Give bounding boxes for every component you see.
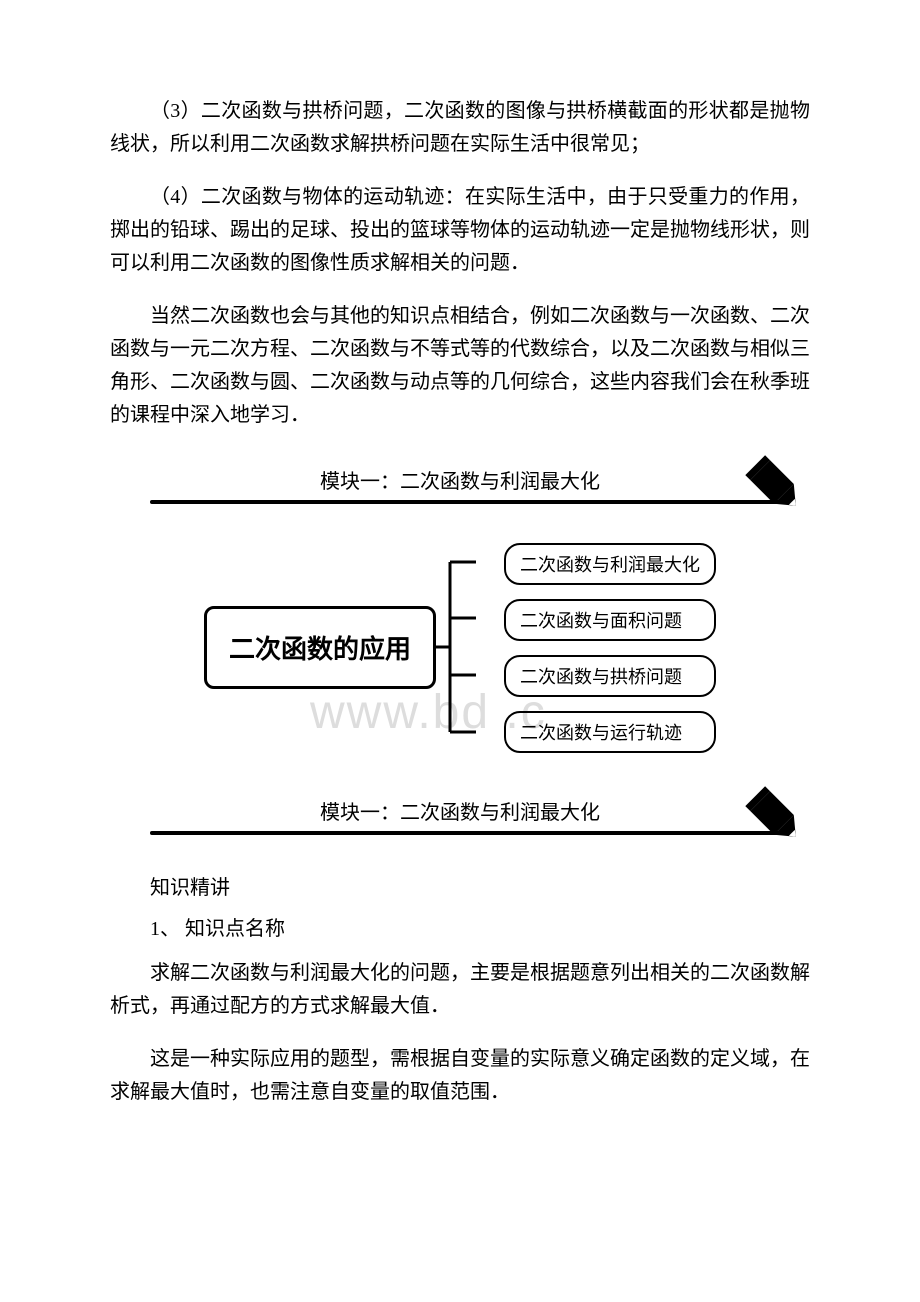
diagram-branch-2: 二次函数与面积问题 xyxy=(504,599,716,641)
body-paragraph-1: 求解二次函数与利润最大化的问题，主要是根据题意列出相关的二次函数解析式，再通过配… xyxy=(110,957,810,1023)
pencil-icon xyxy=(740,450,810,520)
diagram-branch-4: 二次函数与运行轨迹 xyxy=(504,711,716,753)
diagram-branch-1: 二次函数与利润最大化 xyxy=(504,543,716,585)
diagram-branch-3: 二次函数与拱桥问题 xyxy=(504,655,716,697)
knowledge-point-label: 1、 知识点名称 xyxy=(110,912,810,941)
pencil-icon xyxy=(740,781,810,851)
body-paragraph-2: 这是一种实际应用的题型，需根据自变量的实际意义确定函数的定义域，在求解最大值时，… xyxy=(110,1043,810,1109)
concept-diagram: 二次函数的应用 二次函数与利润最大化 二次函数与面积问题 二次函数与拱桥问题 二… xyxy=(110,540,810,755)
section-subheading: 知识精讲 xyxy=(110,871,810,900)
module-title-1: 模块一：二次函数与利润最大化 xyxy=(110,465,810,494)
paragraph-3: （3）二次函数与拱桥问题，二次函数的图像与拱桥横截面的形状都是抛物线状，所以利用… xyxy=(110,95,810,161)
diagram-main-node: 二次函数的应用 xyxy=(204,606,436,689)
module-underline-1 xyxy=(150,500,790,504)
diagram-connector xyxy=(436,540,476,755)
module-underline-2 xyxy=(150,831,790,835)
module-title-2: 模块一：二次函数与利润最大化 xyxy=(110,796,810,825)
paragraph-combo: 当然二次函数也会与其他的知识点相结合，例如二次函数与一次函数、二次函数与一元二次… xyxy=(110,300,810,432)
module-header-1: 模块一：二次函数与利润最大化 xyxy=(110,454,810,514)
paragraph-4: （4）二次函数与物体的运动轨迹：在实际生活中，由于只受重力的作用，掷出的铅球、踢… xyxy=(110,181,810,280)
module-header-2: 模块一：二次函数与利润最大化 xyxy=(110,785,810,845)
